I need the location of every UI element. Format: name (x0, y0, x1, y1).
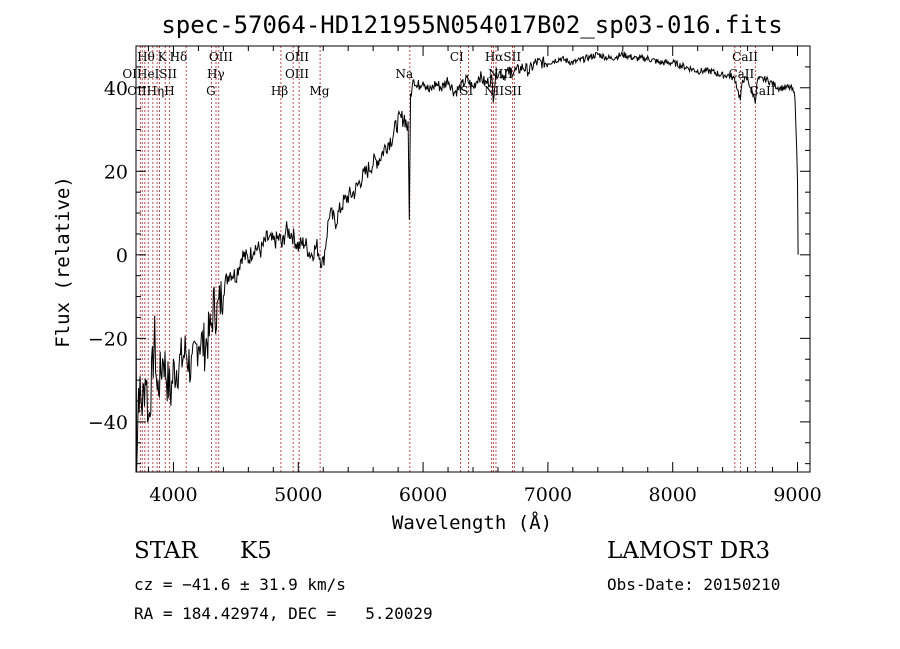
line-label-14: OIIHηH (127, 84, 174, 98)
plot-frame (135, 45, 811, 473)
y-tick-label: 40 (104, 78, 128, 100)
y-tick-label: 20 (104, 161, 128, 183)
y-tick-label: 0 (116, 245, 128, 267)
chart-title: spec-57064-HD121955N054017B02_sp03-016.f… (161, 11, 782, 39)
y-axis-label: Flux (relative) (52, 176, 74, 348)
line-label-8: OIHeISII (122, 67, 177, 81)
x-tick-label: 9000 (773, 484, 821, 506)
line-label-4: OIII (285, 50, 309, 64)
line-label-15: G (206, 84, 216, 98)
line-label-0: Hθ (137, 50, 155, 64)
spectrum-line (135, 50, 799, 473)
y-tick-label: −20 (88, 328, 128, 350)
coordinates: RA = 184.42974, DEC = 5.20029 (134, 604, 433, 623)
y-tick-label: −40 (88, 412, 128, 434)
x-tick-label: 8000 (649, 484, 697, 506)
line-label-6: HαSII (485, 50, 522, 64)
line-label-16: Hβ (271, 84, 288, 98)
line-label-5: CI (450, 50, 464, 64)
line-label-19: NIISII (484, 84, 522, 98)
line-label-1: K (158, 50, 168, 64)
x-tick-label: 4000 (149, 484, 197, 506)
line-label-3: OIII (209, 50, 233, 64)
redshift-readout: cz = −41.6 ± 31.9 km/s (134, 575, 346, 594)
x-tick-label: 5000 (274, 484, 322, 506)
line-label-7: CaII (732, 50, 758, 64)
line-label-2: Hδ (170, 50, 188, 64)
spectral-subclass: K5 (240, 538, 272, 564)
object-type: STAR (134, 538, 198, 564)
x-tick-label: 6000 (399, 484, 447, 506)
x-tick-label: 7000 (524, 484, 572, 506)
survey-name: LAMOST DR3 (607, 538, 771, 564)
line-label-9: Hγ (207, 67, 225, 81)
obs-date: Obs-Date: 20150210 (607, 575, 781, 594)
line-label-18: SI (460, 84, 473, 98)
line-label-11: Na (396, 67, 414, 81)
line-label-17: Mg (309, 84, 329, 98)
x-axis-label: Wavelength (Å) (392, 511, 552, 534)
line-label-10: OIII (285, 67, 309, 81)
